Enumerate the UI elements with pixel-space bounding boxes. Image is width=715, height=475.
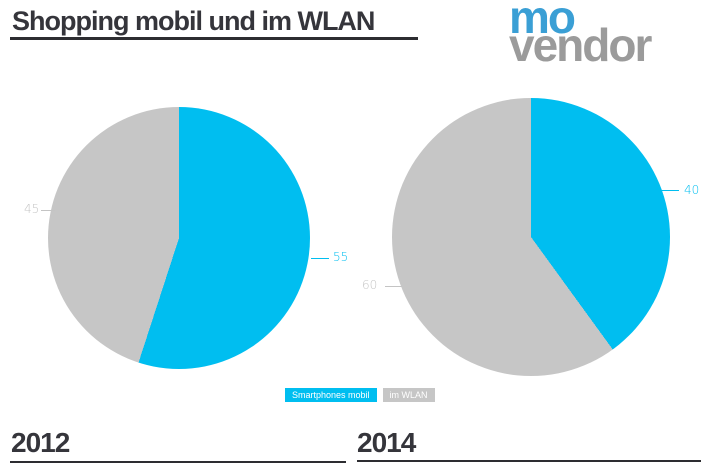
pie-2014-label-wlan: 60 [362, 278, 378, 292]
pie-2014-label-mobil: 40 [684, 183, 700, 197]
legend-chip-smartphones-mobil: Smartphones mobil [285, 388, 377, 402]
year-label-2014: 2014 [357, 427, 416, 458]
title-underline [10, 37, 418, 40]
logo-text-mo: mo [509, 0, 576, 43]
year-label-2012: 2012 [11, 427, 70, 458]
pie-2012-label-mobil: 55 [333, 250, 349, 264]
pie-chart-2014 [392, 98, 670, 376]
legend: Smartphones mobil im WLAN [285, 388, 435, 402]
pie-chart-2012 [48, 107, 310, 369]
year-underline-2012 [10, 461, 346, 463]
callout-line [41, 210, 55, 211]
page-title: Shopping mobil und im WLAN [12, 6, 375, 36]
legend-chip-im-wlan: im WLAN [382, 388, 435, 402]
logo-text-vendor: vendor [509, 19, 652, 71]
callout-line [656, 190, 679, 191]
movendor-logo: mo vendor [506, 0, 706, 90]
pie-2012-label-wlan: 45 [24, 202, 40, 216]
callout-line [385, 286, 402, 287]
callout-line [311, 258, 329, 259]
year-underline-2014 [357, 460, 701, 462]
